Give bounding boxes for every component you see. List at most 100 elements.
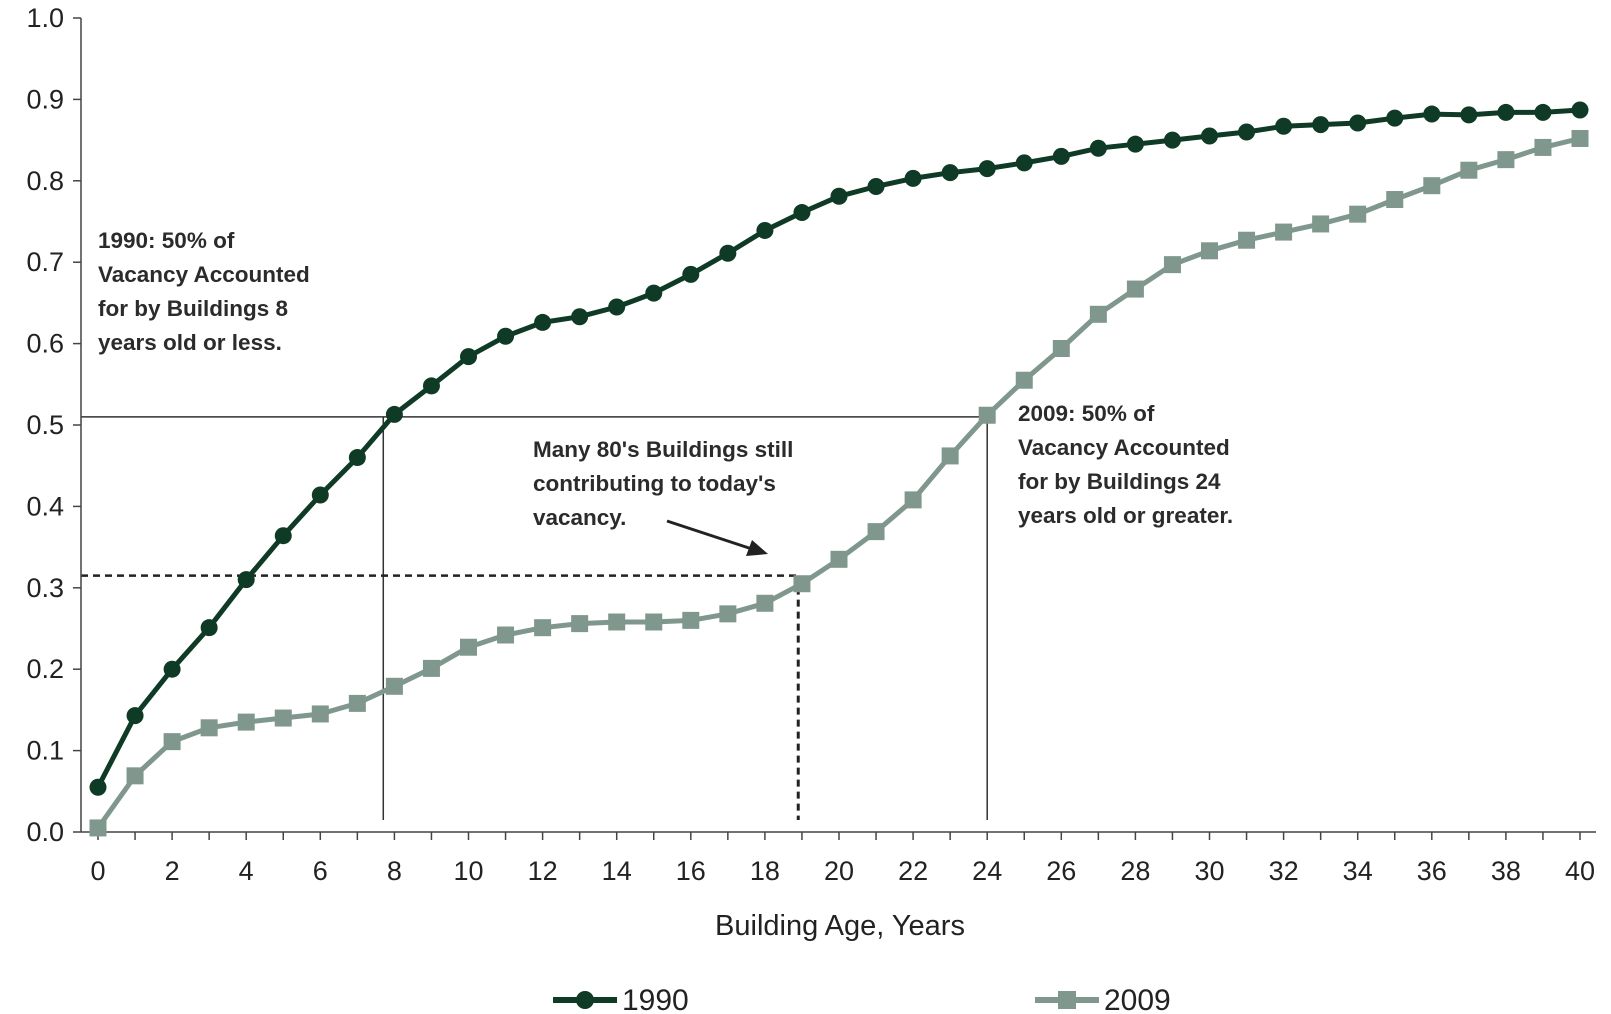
series-line-2009 — [95, 136, 1581, 830]
data-point — [793, 575, 811, 593]
data-point — [311, 486, 329, 504]
data-point — [163, 660, 181, 678]
series-2009 — [89, 129, 1589, 837]
x-tick-label: 36 — [1417, 856, 1447, 886]
x-tick-label: 34 — [1343, 856, 1373, 886]
data-point — [348, 449, 366, 467]
x-tick-label: 8 — [387, 856, 402, 886]
data-point — [682, 265, 700, 283]
data-point — [460, 638, 477, 656]
data-point — [941, 164, 959, 182]
data-point — [830, 550, 848, 568]
x-tick-label: 6 — [313, 856, 328, 886]
data-point — [867, 177, 885, 195]
data-point — [645, 284, 663, 302]
data-point — [1571, 129, 1589, 147]
data-point — [1534, 103, 1552, 121]
data-point — [1089, 305, 1107, 323]
annotation-line: Vacancy Accounted — [98, 262, 310, 287]
data-point — [534, 619, 552, 637]
annotations: 1990: 50% of Vacancy Accounted for by Bu… — [98, 228, 1236, 556]
x-tick-label: 28 — [1120, 856, 1150, 886]
annotation-1990: 1990: 50% of Vacancy Accounted for by Bu… — [98, 228, 316, 355]
data-point — [867, 523, 885, 541]
data-point — [385, 677, 403, 695]
data-point — [1386, 109, 1404, 127]
data-point — [1015, 154, 1033, 172]
x-tick-label: 22 — [898, 856, 928, 886]
data-point — [941, 447, 959, 465]
data-point — [534, 313, 552, 331]
series-1990 — [89, 101, 1589, 796]
data-point — [571, 615, 589, 633]
annotation-arrow — [666, 519, 768, 556]
data-point — [682, 611, 700, 629]
x-tick-label: 14 — [602, 856, 632, 886]
axes: 0.00.10.20.30.40.50.60.70.80.91.00 2 4 6 8 10… — [26, 3, 1596, 886]
data-point — [1163, 131, 1181, 149]
data-point — [200, 719, 218, 737]
data-point — [89, 778, 107, 796]
annotation-line: 1990: 50% of — [98, 228, 235, 253]
data-point — [1126, 280, 1144, 298]
x-tick-label: 12 — [528, 856, 558, 886]
annotation-line: for by Buildings 24 — [1018, 469, 1221, 494]
legend-label-2009: 2009 — [1104, 984, 1171, 1014]
data-point — [126, 767, 144, 785]
reference-lines — [81, 416, 988, 820]
data-point — [1386, 191, 1404, 209]
data-point — [1163, 256, 1181, 274]
annotation-line: contributing to today's — [533, 471, 776, 496]
data-point — [756, 594, 774, 612]
x-tick-label: 0 — [90, 856, 105, 886]
data-point — [1126, 135, 1144, 153]
data-point — [1052, 147, 1070, 165]
x-tick-label: 4 — [239, 856, 254, 886]
x-axis-title: Building Age, Years — [715, 910, 965, 942]
data-point — [978, 160, 996, 178]
data-point — [1497, 103, 1515, 121]
data-point — [1349, 114, 1367, 132]
annotation-2009: 2009: 50% of Vacancy Accounted for by Bu… — [1018, 401, 1236, 528]
legend-label-1990: 1990 — [622, 984, 689, 1014]
x-tick-label: 26 — [1046, 856, 1076, 886]
annotation-line: for by Buildings 8 — [98, 296, 288, 321]
data-point — [163, 733, 181, 751]
data-point — [904, 169, 922, 187]
series-group — [89, 101, 1589, 837]
data-point — [1238, 231, 1256, 249]
x-tick-label: 10 — [453, 856, 483, 886]
y-tick-label: 0.7 — [26, 247, 64, 277]
data-point — [1423, 105, 1441, 123]
x-tick-label: 2 — [165, 856, 180, 886]
annotation-line: Vacancy Accounted — [1018, 435, 1230, 460]
annotation-line: vacancy. — [533, 505, 626, 530]
data-point — [1052, 339, 1070, 357]
data-point — [348, 694, 366, 712]
annotation-line: 2009: 50% of — [1018, 401, 1155, 426]
data-point — [793, 204, 811, 222]
y-tick-label: 0.6 — [26, 329, 64, 359]
data-point — [237, 571, 255, 589]
data-point — [1275, 117, 1293, 135]
annotation-line: Many 80's Buildings still — [533, 437, 793, 462]
x-tick-label: 40 — [1565, 856, 1595, 886]
data-point — [1238, 123, 1256, 141]
data-point — [719, 605, 737, 623]
data-point — [497, 327, 515, 345]
data-point — [311, 705, 329, 723]
legend: 1990 2009 — [553, 984, 1171, 1014]
x-tick-label: 38 — [1491, 856, 1521, 886]
data-point — [460, 348, 477, 366]
data-point — [1312, 215, 1330, 233]
data-point — [830, 187, 848, 205]
data-point — [497, 626, 515, 644]
data-point — [1089, 139, 1107, 157]
data-point — [1571, 101, 1589, 119]
annotation-80s-buildings: Many 80's Buildings still contributing t… — [533, 437, 800, 530]
data-point — [274, 527, 292, 545]
data-point — [756, 221, 774, 239]
data-point — [385, 405, 403, 423]
y-tick-label: 0.0 — [26, 817, 64, 847]
